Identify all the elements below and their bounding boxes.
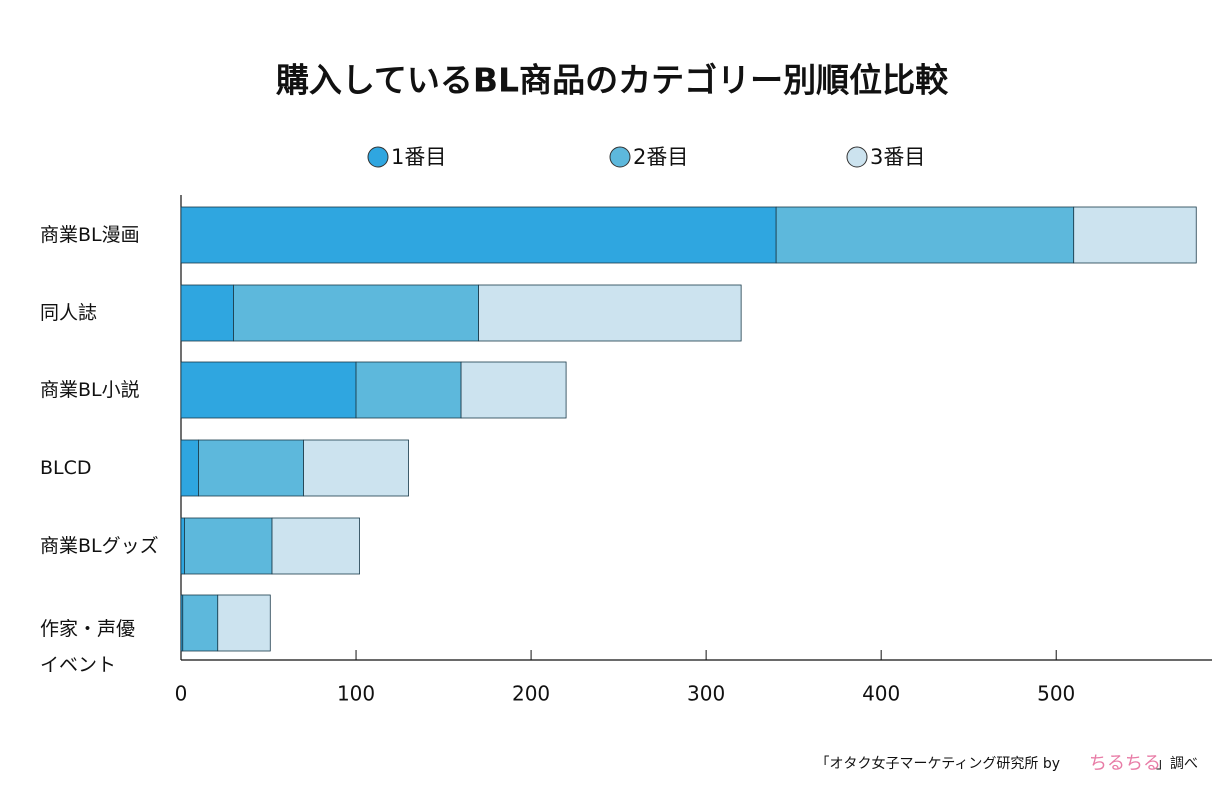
x-tick-label: 100	[337, 682, 375, 706]
bar-segment	[180, 206, 777, 264]
bar-segment	[1073, 206, 1197, 264]
footer-suffix: 」調べ	[1156, 756, 1198, 772]
bar-segment	[180, 439, 199, 497]
bar-segment	[233, 284, 479, 342]
footer-logo: ちるちる	[1089, 753, 1161, 774]
legend-swatch	[367, 146, 389, 168]
x-tick-label: 200	[512, 682, 550, 706]
legend-swatch	[609, 146, 631, 168]
y-tick-label: 商業BL漫画	[40, 224, 140, 246]
bar-segment	[478, 284, 742, 342]
bar-segment	[460, 361, 567, 419]
x-tick-label: 400	[862, 682, 900, 706]
bar-segment	[775, 206, 1075, 264]
x-tick-label: 500	[1037, 682, 1075, 706]
x-tick-label: 0	[175, 682, 188, 706]
chart-title: 購入しているBL商品のカテゴリー別順位比較	[276, 61, 949, 100]
legend-label: 2番目	[633, 145, 688, 169]
legend-label: 1番目	[391, 145, 446, 169]
y-tick-label: 同人誌	[40, 302, 98, 324]
y-tick-label: BLCD	[40, 457, 92, 479]
legend-swatch	[846, 146, 868, 168]
y-tick-label: 商業BLグッズ	[40, 535, 159, 557]
bar-segment	[303, 439, 409, 497]
bar-segment	[180, 517, 185, 575]
bar-segment	[355, 361, 462, 419]
x-tick-label: 300	[687, 682, 725, 706]
bar-segment	[180, 284, 234, 342]
footer-prefix: 「オタク女子マーケティング研究所 by	[815, 755, 1060, 772]
bar-segment	[198, 439, 304, 497]
bar-segment	[217, 594, 271, 652]
y-tick-label: 作家・声優 イベント	[40, 618, 136, 676]
bar-segment	[180, 361, 357, 419]
legend-label: 3番目	[870, 145, 925, 169]
bar-segment	[184, 517, 273, 575]
bar-segment	[271, 517, 360, 575]
bar-segment	[182, 594, 219, 652]
y-tick-label: 商業BL小説	[40, 379, 140, 401]
